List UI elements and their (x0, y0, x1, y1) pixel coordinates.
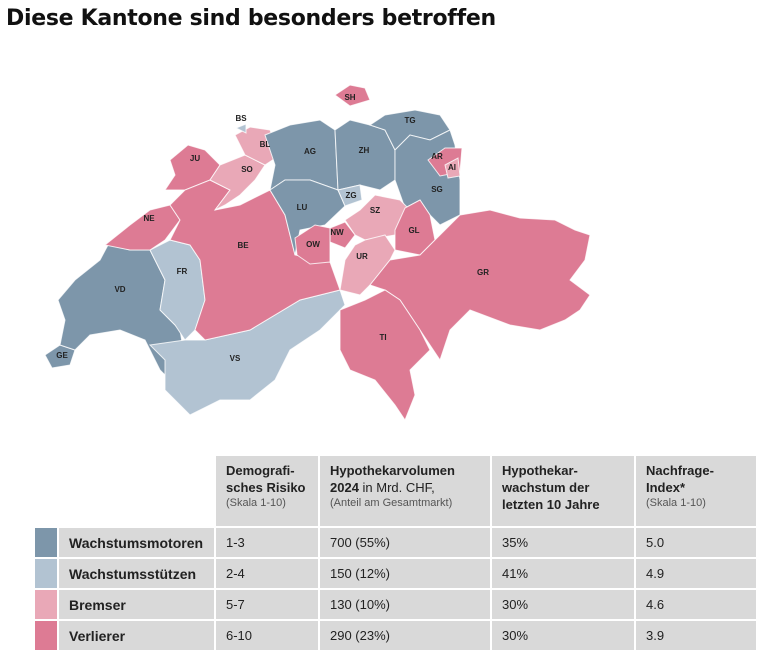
canton-label: JU (190, 154, 200, 163)
canton-label: ZG (345, 191, 356, 200)
canton-label: BL (260, 140, 271, 149)
table-row: Wachstumsmotoren 1-3 700 (55%) 35% 5.0 (35, 528, 756, 557)
risk-cell: 1-3 (216, 528, 318, 557)
risk-cell: 5-7 (216, 590, 318, 619)
table-row: Bremser 5-7 130 (10%) 30% 4.6 (35, 590, 756, 619)
canton-label: FR (177, 267, 188, 276)
canton-label: OW (306, 240, 320, 249)
canton-label: GL (408, 226, 419, 235)
canton-gr (369, 209, 591, 362)
header-title: Hypothekar- wachstum der letzten 10 Jahr… (502, 463, 600, 512)
category-label: Wachstumsstützen (59, 559, 214, 588)
risk-cell: 2-4 (216, 559, 318, 588)
growth-cell: 41% (492, 559, 634, 588)
canton-label: GR (477, 268, 489, 277)
category-label: Verlierer (59, 621, 214, 650)
canton-gl (394, 199, 436, 256)
canton-label: AG (304, 147, 316, 156)
canton-label: SZ (370, 206, 380, 215)
growth-cell: 30% (492, 590, 634, 619)
canton-label: NW (330, 228, 344, 237)
index-cell: 4.9 (636, 559, 756, 588)
canton-label: VS (230, 354, 241, 363)
legend-swatch (35, 559, 57, 588)
page-title: Diese Kantone sind besonders betroffen (6, 6, 496, 31)
canton-zg (337, 184, 363, 207)
canton-label: LU (297, 203, 308, 212)
canton-bs (234, 123, 247, 134)
column-header: Hypothekar- wachstum der letzten 10 Jahr… (492, 456, 634, 526)
canton-label: VD (114, 285, 125, 294)
legend-swatch (35, 621, 57, 650)
canton-label: NE (143, 214, 155, 223)
header-subtitle: (Skala 1-10) (226, 497, 286, 509)
switzerland-canton-map: GE VD FR VS NE JU BE SO BL BS AG LU ZH SH TG SG AR AI ZG SZ… (44, 84, 591, 422)
header-subtitle: (Skala 1-10) (646, 497, 706, 509)
column-header: Hypothekarvolumen 2024 in Mrd. CHF, (Ante… (320, 456, 490, 526)
canton-lu (269, 179, 346, 256)
header-unit: in Mrd. CHF, (358, 480, 435, 495)
canton-sh (334, 84, 371, 107)
growth-cell: 35% (492, 528, 634, 557)
column-header: Nachfrage- Index* (Skala 1-10) (636, 456, 756, 526)
canton-ur (339, 234, 396, 296)
canton-ow (294, 224, 331, 265)
legend-swatch (35, 528, 57, 557)
volume-cell: 700 (55%) (320, 528, 490, 557)
volume-cell: 130 (10%) (320, 590, 490, 619)
canton-label: SH (344, 93, 355, 102)
header-empty (35, 456, 214, 526)
canton-label: ZH (359, 146, 370, 155)
canton-label: TG (404, 116, 415, 125)
canton-label: BS (235, 114, 247, 123)
risk-cell: 6-10 (216, 621, 318, 650)
column-header: Demografi- sches Risiko (Skala 1-10) (216, 456, 318, 526)
growth-cell: 30% (492, 621, 634, 650)
canton-label: AI (448, 163, 456, 172)
index-cell: 3.9 (636, 621, 756, 650)
category-label: Wachstumsmotoren (59, 528, 214, 557)
canton-label: SG (431, 185, 443, 194)
volume-cell: 290 (23%) (320, 621, 490, 650)
category-label: Bremser (59, 590, 214, 619)
category-table: Demografi- sches Risiko (Skala 1-10) Hypot… (33, 454, 758, 652)
canton-label: UR (356, 252, 368, 261)
canton-label: SO (241, 165, 253, 174)
canton-label: BE (237, 241, 249, 250)
header-subtitle: (Anteil am Gesamtmarkt) (330, 497, 453, 509)
table-row: Wachstumsstützen 2-4 150 (12%) 41% 4.9 (35, 559, 756, 588)
table-row: Verlierer 6-10 290 (23%) 30% 3.9 (35, 621, 756, 650)
canton-label: GE (56, 351, 68, 360)
canton-label: TI (379, 333, 386, 342)
header-title: Demografi- sches Risiko (226, 463, 306, 495)
canton-label: AR (431, 152, 443, 161)
canton-ti (339, 289, 431, 422)
legend-swatch (35, 590, 57, 619)
volume-cell: 150 (12%) (320, 559, 490, 588)
canton-ge (44, 344, 76, 369)
index-cell: 5.0 (636, 528, 756, 557)
header-title: Nachfrage- Index* (646, 463, 714, 495)
canton-ai (444, 157, 461, 179)
header-title: Hypothekarvolumen 2024 (330, 463, 455, 495)
index-cell: 4.6 (636, 590, 756, 619)
